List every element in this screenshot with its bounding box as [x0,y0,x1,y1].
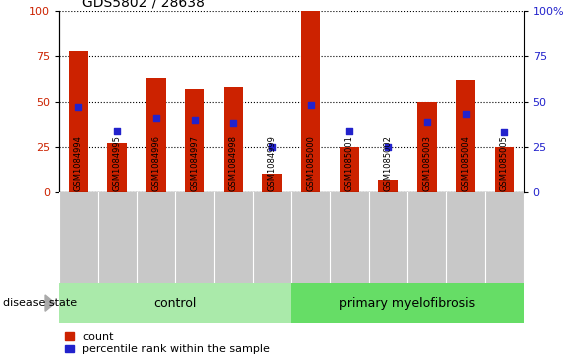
Bar [69,51,88,192]
Point [267,144,276,150]
Point [74,104,83,110]
Point [113,128,122,134]
Text: GDS5802 / 28638: GDS5802 / 28638 [82,0,205,10]
Text: primary myelofibrosis: primary myelofibrosis [339,297,476,310]
Bar [146,78,166,192]
Bar [292,283,524,323]
Bar [108,143,127,192]
Point [500,130,509,135]
Polygon shape [45,295,55,311]
Legend: count, percentile rank within the sample: count, percentile rank within the sample [65,332,270,355]
Point [345,128,354,134]
Point [151,115,160,121]
Bar [301,11,320,192]
Point [229,121,238,126]
Bar [339,147,359,192]
Text: control: control [154,297,197,310]
Point [190,117,199,123]
Bar [417,102,436,192]
Bar [59,283,292,323]
Point [383,144,392,150]
Bar [494,147,514,192]
Bar [262,174,282,192]
Point [461,111,470,117]
Text: disease state: disease state [3,298,77,308]
Bar [185,89,204,192]
Bar [224,87,243,192]
Bar [456,80,475,192]
Point [306,102,315,108]
Point [422,119,431,125]
Bar [378,180,398,192]
